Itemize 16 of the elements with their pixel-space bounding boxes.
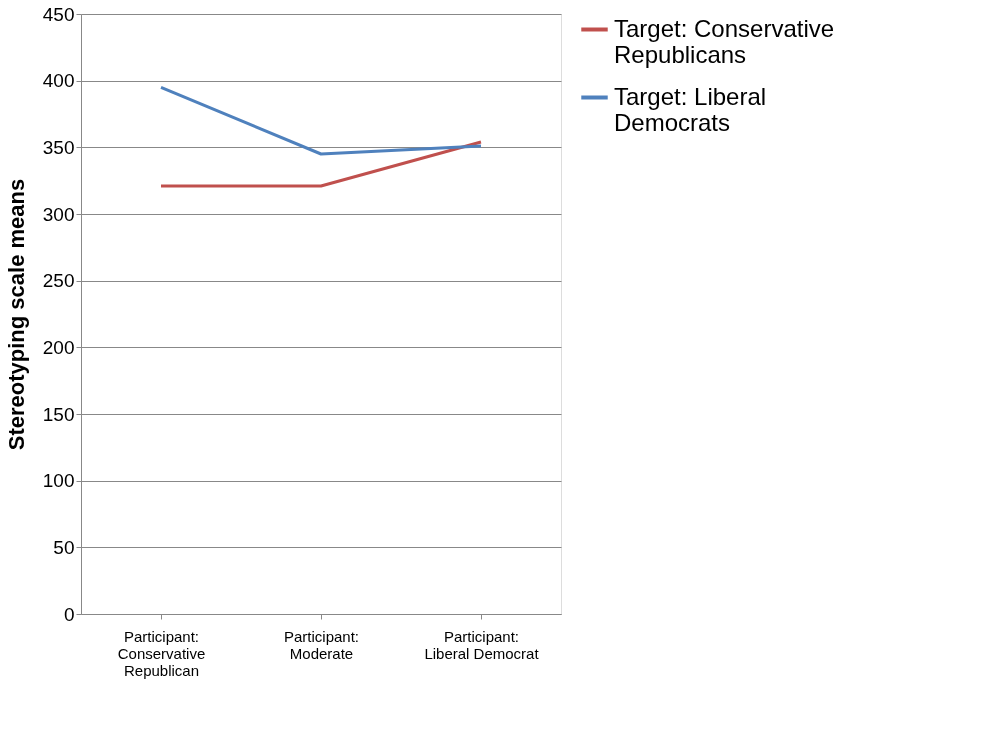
y-tick-label: 450 xyxy=(42,3,75,25)
legend-label: Target: Liberal Democrats xyxy=(614,82,767,136)
y-tick-label: 0 xyxy=(63,603,75,625)
y-tick-label: 150 xyxy=(42,403,75,425)
y-tick-label: 300 xyxy=(42,203,75,225)
y-tick-label: 250 xyxy=(42,270,75,292)
y-tick-label: 400 xyxy=(42,70,75,92)
y-axis-title: Stereotyping scale means xyxy=(3,178,29,451)
y-tick-label: 200 xyxy=(42,336,75,358)
x-tick-label: Participant: Moderate xyxy=(283,627,360,662)
y-tick-label: 100 xyxy=(42,470,75,492)
y-tick-label: 50 xyxy=(53,536,75,558)
y-tick-label: 350 xyxy=(42,136,75,158)
legend-label: Target: Conservative Republicans xyxy=(614,14,835,68)
x-tick-label: Participant: Liberal Democrat xyxy=(424,627,540,662)
x-tick-label: Participant: Conservative Republican xyxy=(117,627,206,679)
